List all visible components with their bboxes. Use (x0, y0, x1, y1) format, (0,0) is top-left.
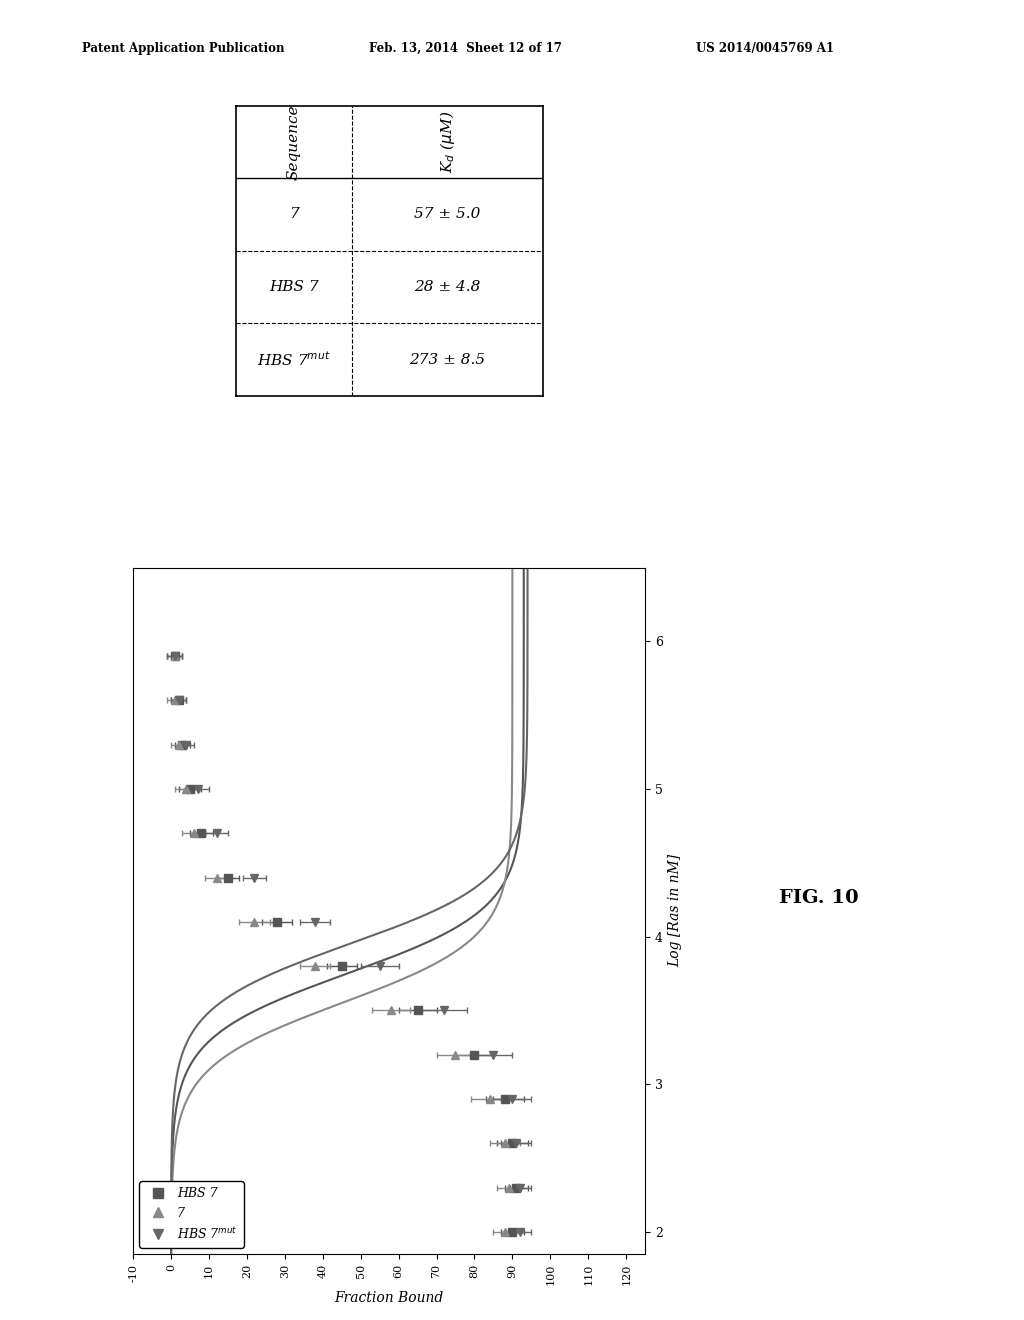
Text: 273 ± 8.5: 273 ± 8.5 (410, 352, 485, 367)
X-axis label: Fraction Bound: Fraction Bound (335, 1291, 443, 1304)
Text: HBS 7: HBS 7 (269, 280, 318, 294)
Text: Feb. 13, 2014  Sheet 12 of 17: Feb. 13, 2014 Sheet 12 of 17 (369, 42, 561, 55)
Text: 28 ± 4.8: 28 ± 4.8 (415, 280, 480, 294)
Text: HBS 7$^{mut}$: HBS 7$^{mut}$ (257, 350, 331, 370)
Text: 7: 7 (289, 207, 299, 222)
Text: FIG. 10: FIG. 10 (779, 888, 859, 907)
Text: US 2014/0045769 A1: US 2014/0045769 A1 (696, 42, 835, 55)
Text: Sequence: Sequence (287, 104, 301, 180)
Legend: HBS 7, 7, HBS 7$^{mut}$: HBS 7, 7, HBS 7$^{mut}$ (139, 1181, 244, 1247)
Y-axis label: Log [Ras in nM]: Log [Ras in nM] (669, 854, 682, 968)
Text: 57 ± 5.0: 57 ± 5.0 (415, 207, 480, 222)
Text: Patent Application Publication: Patent Application Publication (82, 42, 285, 55)
Text: K$_d$ ($\mu$M): K$_d$ ($\mu$M) (438, 111, 457, 173)
